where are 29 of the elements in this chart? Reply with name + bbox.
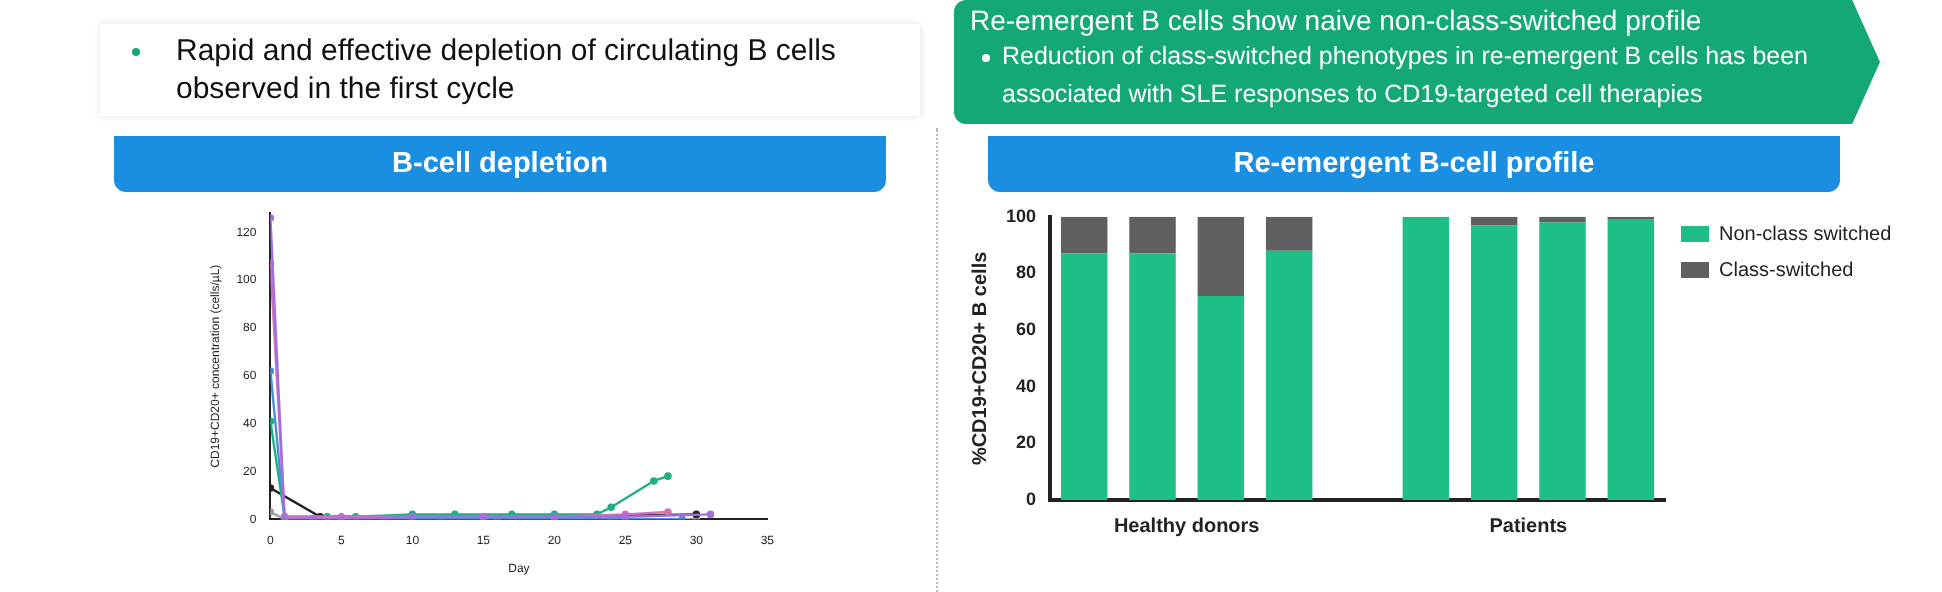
- bar: [1402, 216, 1450, 500]
- y-tick-label: 60: [1016, 319, 1037, 340]
- chart-subtitle: Re-emergent B cells show naive non-class-switched profile: [970, 4, 1704, 38]
- legend-label: Class-switched: [1719, 259, 1854, 282]
- y-tick-label: 0: [1026, 488, 1037, 509]
- chart-title: B-cell depletion: [114, 136, 886, 192]
- bar: [1129, 216, 1176, 254]
- text: Healthy donors: [1113, 515, 1261, 538]
- bar: [1060, 216, 1108, 254]
- y-tick-label: 20: [1016, 432, 1037, 453]
- bar: [1607, 219, 1655, 500]
- bar: [1060, 253, 1108, 500]
- bar: [1129, 253, 1176, 500]
- y-tick-label: 100: [1005, 205, 1037, 226]
- y-tick-label: 80: [1016, 262, 1037, 283]
- text: Rapid and effective depletion of circulating B cells observed in the first cycle: [176, 32, 838, 108]
- text: Patients: [1489, 515, 1569, 538]
- bar: [1197, 296, 1245, 500]
- bar: [1197, 216, 1245, 297]
- text: Reduction of class-switched phenotypes in re-emergent B cells has been associated with SLE responses to CD19-targeted cell therapies: [1002, 40, 1810, 112]
- bar: [1265, 216, 1313, 251]
- bar: [1470, 216, 1518, 226]
- legend-label: Non-class switched: [1719, 223, 1892, 246]
- chart-title: Re-emergent B-cell profile: [988, 136, 1840, 192]
- y-axis-title: %CD19+CD20+ B cells: [969, 250, 992, 466]
- bar: [1470, 225, 1518, 500]
- bar: [1265, 250, 1313, 500]
- bar: [1539, 222, 1586, 500]
- y-tick-label: 40: [1016, 375, 1037, 396]
